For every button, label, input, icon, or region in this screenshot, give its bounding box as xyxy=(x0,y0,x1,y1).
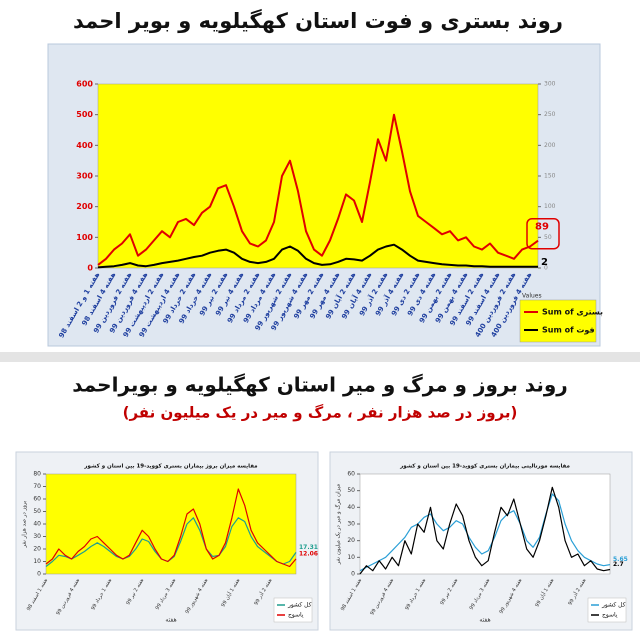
chart-title: مقایسه میزان بروز بیماران بستری کووید-19… xyxy=(83,463,257,470)
value-label: 5.65 xyxy=(613,556,628,563)
legend-label: Sum of بستری xyxy=(542,308,603,317)
highlight-box xyxy=(526,217,560,250)
value-label: 17.31 xyxy=(299,544,318,551)
legend-label: کل کشور xyxy=(601,602,626,609)
y-tick-label: 200 xyxy=(76,202,93,211)
legend-box xyxy=(519,299,597,343)
value-label: 12.06 xyxy=(299,550,318,557)
plot-area xyxy=(45,473,297,575)
y-tick-label: 50 xyxy=(347,487,355,494)
y-tick-label: 30 xyxy=(33,533,41,540)
plot-area xyxy=(97,83,539,269)
y-tick-label: 300 xyxy=(76,172,93,181)
y-tick-label: 0 xyxy=(87,264,93,273)
y-tick-label: 40 xyxy=(33,521,41,528)
series-line xyxy=(45,488,297,568)
value-label: 2.7 xyxy=(613,561,624,568)
section-subtitle: (بروز در صد هزار نفر ، مرگ و میر در یک م… xyxy=(123,404,518,422)
legend-label: کل کشور xyxy=(287,602,312,609)
y-tick-label: 400 xyxy=(76,141,93,150)
y-axis-title: میزان مرگ و میر در یک میلیون نفر xyxy=(334,484,342,566)
y-axis-title: بروز در صد هزار نفر xyxy=(22,500,28,548)
series-line xyxy=(359,486,611,575)
y2-tick-label: 150 xyxy=(544,173,556,180)
y-tick-label: 0 xyxy=(351,571,355,578)
y-tick-label: 100 xyxy=(76,233,93,242)
y-tick-label: 10 xyxy=(33,558,41,565)
chart-title: روند بستری و فوت استان کهگیلویه و بویر ا… xyxy=(73,8,563,33)
y-tick-label: 500 xyxy=(76,110,93,119)
legend-label: یاسوج xyxy=(602,612,618,619)
x-axis-title: هفته xyxy=(165,617,176,624)
section-title: روند بروز و مرگ و میر استان کهگیلویه و ب… xyxy=(72,373,568,397)
legend-label: Sum of فوت xyxy=(542,326,595,335)
y-tick-label: 60 xyxy=(347,471,355,478)
legend-title: Values xyxy=(522,293,542,300)
x-axis-title: هفته xyxy=(479,617,490,624)
value-label: 89 xyxy=(535,222,549,233)
y-tick-label: 50 xyxy=(33,508,41,515)
y2-tick-label: 0 xyxy=(544,265,548,272)
legend-box xyxy=(273,597,313,623)
separator xyxy=(0,352,640,362)
series-line xyxy=(97,243,538,269)
series-line xyxy=(359,493,611,572)
y2-tick-label: 100 xyxy=(544,203,556,210)
y-tick-label: 60 xyxy=(33,496,41,503)
y-tick-label: 80 xyxy=(33,471,41,478)
y2-tick-label: 200 xyxy=(544,142,556,149)
y-tick-label: 70 xyxy=(33,483,41,490)
chart-title: مقایسه مورتالیتی بیماران بستری کووید-19 … xyxy=(399,463,570,470)
legend-box xyxy=(587,597,627,623)
y-tick-label: 20 xyxy=(347,537,355,544)
y2-tick-label: 300 xyxy=(544,81,556,88)
value-label: 2 xyxy=(541,257,548,268)
legend-label: یاسوج xyxy=(288,612,304,619)
y-tick-label: 30 xyxy=(347,521,355,528)
y-tick-label: 20 xyxy=(33,546,41,553)
y-tick-label: 0 xyxy=(37,571,41,578)
y-tick-label: 10 xyxy=(347,554,355,561)
y2-tick-label: 250 xyxy=(544,111,556,118)
plot-area xyxy=(359,473,611,575)
y-tick-label: 600 xyxy=(76,80,93,89)
y-tick-label: 40 xyxy=(347,504,355,511)
series-line xyxy=(97,113,539,266)
y2-tick-label: 50 xyxy=(544,234,552,241)
